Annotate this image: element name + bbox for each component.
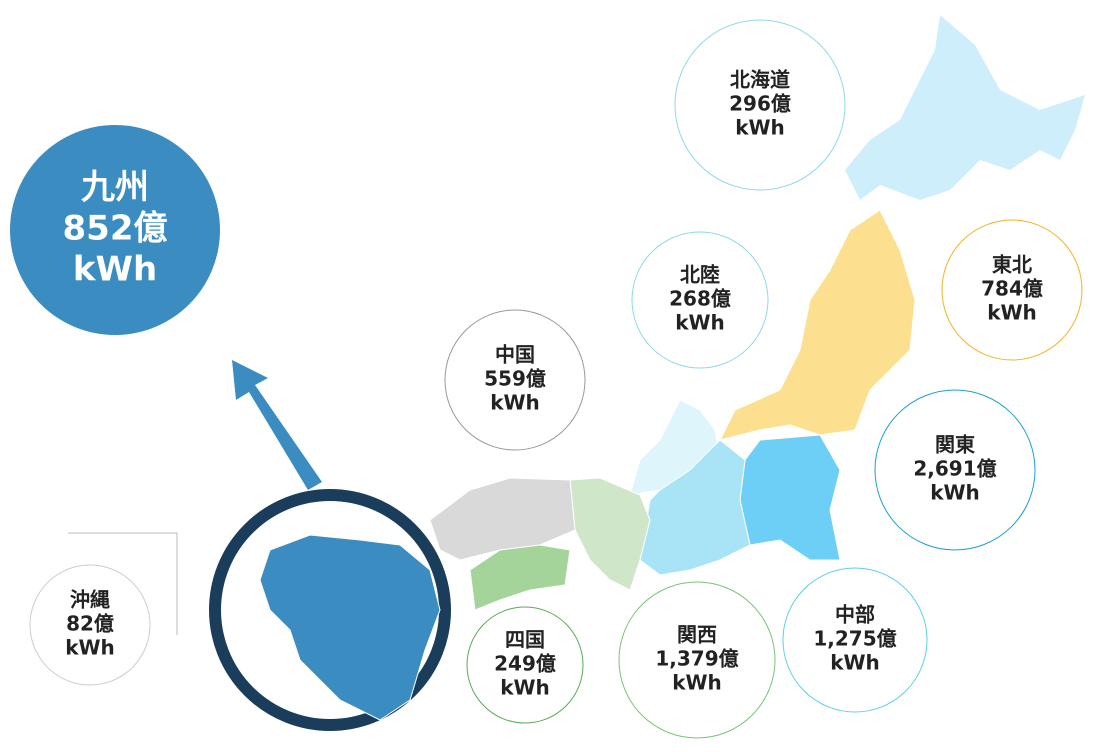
focus-ring [209, 489, 451, 731]
region-name: 四国 [505, 628, 545, 652]
region-amount: 1,379億 [655, 647, 738, 671]
tohoku-shape [719, 209, 916, 441]
region-name: 北海道 [730, 68, 790, 92]
region-unit: kWh [500, 676, 550, 700]
hokkaido-circle [674, 19, 846, 191]
region-amount: 2,691億 [913, 457, 996, 481]
okinawa-bracket [68, 532, 178, 635]
hokkaido-shape [845, 15, 1085, 200]
region-amount: 784億 [981, 277, 1043, 301]
region-amount: 249億 [494, 652, 556, 676]
labels: 九州852億kWh北海道296億kWh東北784億kWh北陸268億kWh中国5… [63, 68, 1043, 700]
region-name: 中部 [835, 603, 875, 627]
region-name: 関西 [677, 623, 717, 647]
region-unit: kWh [73, 249, 157, 289]
region-name: 沖縄 [70, 588, 110, 612]
region-amount: 268億 [669, 287, 731, 311]
kanto-circle [874, 389, 1036, 551]
arrow [232, 360, 322, 490]
okinawa-circle [29, 564, 151, 686]
chubu-circle [782, 567, 928, 713]
shikoku-shape [469, 544, 571, 611]
region-amount: 559億 [484, 367, 546, 391]
region-amount: 852億 [63, 209, 168, 249]
region-unit: kWh [65, 636, 115, 660]
chubu-shape [639, 439, 751, 576]
region-name: 中国 [495, 343, 535, 367]
region-amount: 296億 [729, 92, 791, 116]
kanto-shape [739, 434, 841, 561]
region-name: 東北 [992, 253, 1032, 277]
region-unit: kWh [830, 651, 880, 675]
region-amount: 1,275億 [813, 627, 896, 651]
tohoku-circle [941, 219, 1083, 361]
chugoku-circle [444, 309, 586, 451]
kansai-circle [618, 581, 776, 739]
hokuriku-circle [631, 231, 769, 369]
region-unit: kWh [735, 116, 785, 140]
kyushu-shape [259, 534, 441, 721]
kyushu-circle [10, 125, 220, 335]
region-unit: kWh [672, 671, 722, 695]
region-unit: kWh [490, 391, 540, 415]
region-name: 関東 [935, 433, 975, 457]
region-unit: kWh [675, 311, 725, 335]
kansai-shape [569, 477, 651, 591]
region-name: 九州 [81, 168, 149, 208]
region-unit: kWh [930, 481, 980, 505]
shikoku-circle [466, 606, 584, 724]
region-amount: 82億 [66, 612, 114, 636]
region-unit: kWh [987, 301, 1037, 325]
chugoku-shape [429, 477, 576, 561]
region-name: 北陸 [680, 263, 720, 287]
